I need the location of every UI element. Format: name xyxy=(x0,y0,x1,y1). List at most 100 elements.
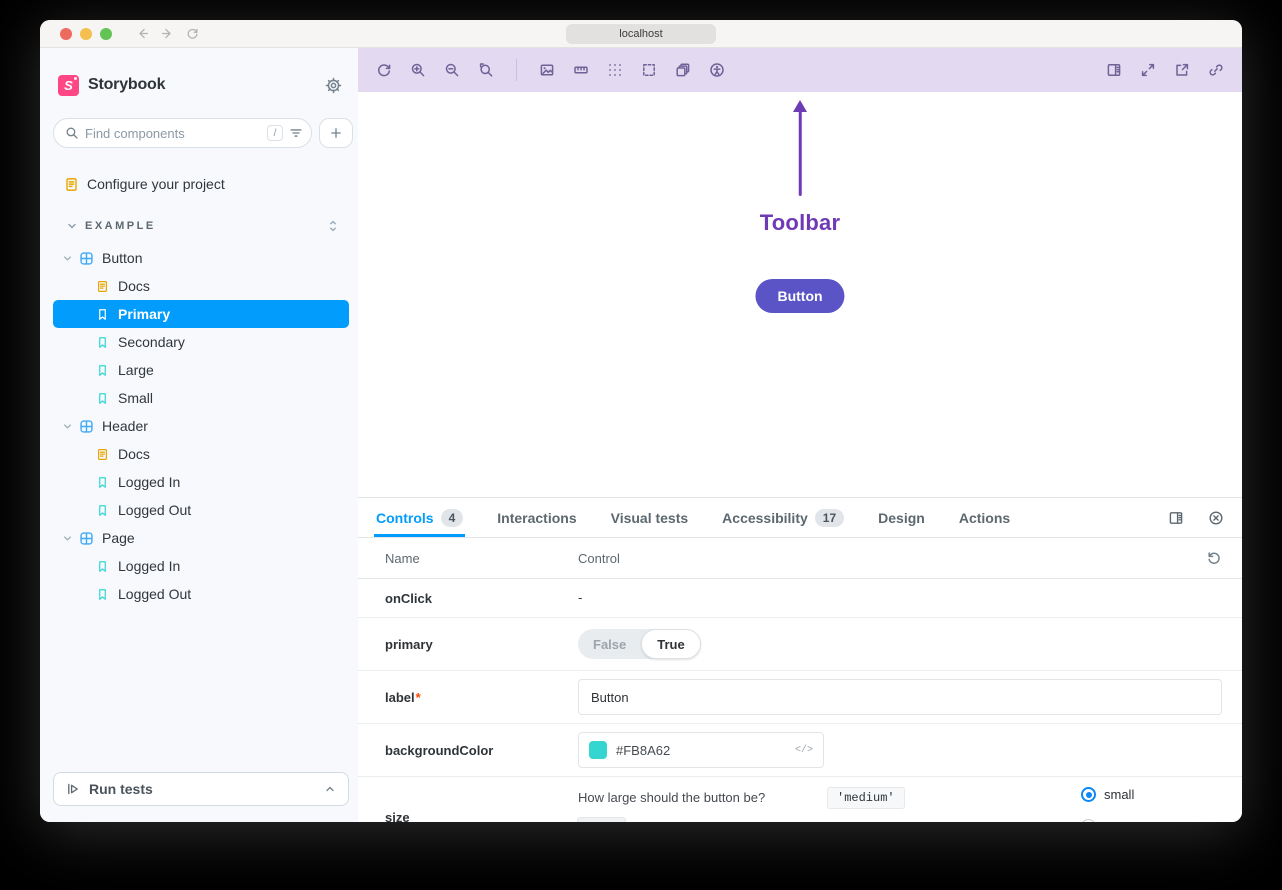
viewport-icon[interactable] xyxy=(671,58,695,82)
search-box[interactable]: / xyxy=(53,118,312,148)
plus-icon xyxy=(331,128,341,138)
sidebar-item-logged-in[interactable]: Logged In xyxy=(53,468,349,496)
zoom-window-button[interactable] xyxy=(100,27,112,40)
color-control[interactable]: #FB8A62 </> xyxy=(578,732,824,768)
background-icon[interactable] xyxy=(535,58,559,82)
reset-zoom-icon[interactable] xyxy=(474,58,498,82)
sidebar-item-primary[interactable]: Primary xyxy=(53,300,349,328)
section-label: EXAMPLE xyxy=(85,220,156,232)
sidebar-item-docs[interactable]: Docs xyxy=(53,272,349,300)
sidebar-item-label: Docs xyxy=(118,446,150,462)
run-tests-button[interactable]: Run tests xyxy=(53,772,349,806)
move-panel-icon[interactable] xyxy=(1164,506,1188,530)
outline-icon xyxy=(643,64,655,76)
undo-icon[interactable] xyxy=(1206,550,1222,566)
zoom-in-icon xyxy=(411,63,425,77)
arg-name: onClick xyxy=(385,590,432,606)
tab-design[interactable]: Design xyxy=(876,498,927,537)
control-row-size: size How large should the button be? 'medi… xyxy=(358,777,1242,822)
zoom-in-icon[interactable] xyxy=(406,58,430,82)
accessibility-icon[interactable] xyxy=(705,58,729,82)
sidebar-item-logged-in[interactable]: Logged In xyxy=(53,552,349,580)
type-chip-partial xyxy=(577,817,626,822)
raw-value-icon[interactable]: </> xyxy=(794,744,813,756)
create-story-button[interactable] xyxy=(319,118,353,148)
toggle-option-false[interactable]: False xyxy=(593,636,627,652)
bookmark-icon xyxy=(99,364,106,376)
boolean-toggle[interactable]: False True xyxy=(578,629,701,659)
open-new-tab-icon[interactable] xyxy=(1170,58,1194,82)
preview-button[interactable]: Button xyxy=(755,279,845,313)
zoom-out-icon[interactable] xyxy=(440,58,464,82)
tab-label: Actions xyxy=(958,509,1011,526)
color-swatch[interactable] xyxy=(589,741,607,759)
sidebar-item-logged-out[interactable]: Logged Out xyxy=(53,496,349,524)
control-row-onClick: onClick - xyxy=(358,579,1242,618)
arg-control-cell: #FB8A62 </> xyxy=(578,732,1222,768)
radio-option-small[interactable]: small xyxy=(1081,787,1134,802)
browser-window: localhost S Storybook / xyxy=(40,20,1242,822)
tab-actions[interactable]: Actions xyxy=(957,498,1012,537)
arg-name: size xyxy=(385,810,410,822)
refresh-icon[interactable] xyxy=(186,27,199,40)
close-window-button[interactable] xyxy=(60,27,72,40)
tab-interactions[interactable]: Interactions xyxy=(495,498,578,537)
expand-collapse-icon[interactable] xyxy=(327,219,339,233)
canvas-toolbar xyxy=(358,48,1242,92)
copy-link-icon[interactable] xyxy=(1204,58,1228,82)
toolbar-divider xyxy=(516,59,517,81)
remount-icon[interactable] xyxy=(372,58,396,82)
color-hex-value[interactable]: #FB8A62 xyxy=(616,742,671,758)
search-input[interactable] xyxy=(85,125,261,141)
sidebar-item-button[interactable]: Button xyxy=(53,244,349,272)
tab-label: Accessibility xyxy=(722,509,808,526)
tab-badge: 17 xyxy=(814,508,845,527)
tab-controls[interactable]: Controls 4 xyxy=(374,498,466,537)
measure-icon[interactable] xyxy=(569,58,593,82)
forward-icon[interactable] xyxy=(161,27,174,40)
minimize-window-button[interactable] xyxy=(80,27,92,40)
panel-toggle-icon[interactable] xyxy=(1102,58,1126,82)
tab-label: Interactions xyxy=(497,509,577,526)
sidebar-item-logged-out[interactable]: Logged Out xyxy=(53,580,349,608)
chevron-down-icon xyxy=(68,223,76,229)
sidebar-item-secondary[interactable]: Secondary xyxy=(53,328,349,356)
traffic-lights xyxy=(60,27,112,40)
sidebar-item-page[interactable]: Page xyxy=(53,524,349,552)
outline-icon[interactable] xyxy=(637,58,661,82)
sidebar-item-docs[interactable]: Docs xyxy=(53,440,349,468)
radio-label: small xyxy=(1104,787,1135,802)
grid-icon[interactable] xyxy=(603,58,627,82)
column-name: Name xyxy=(385,550,420,566)
section-header-example[interactable]: EXAMPLE xyxy=(53,212,349,240)
sidebar-item-small[interactable]: Small xyxy=(53,384,349,412)
control-row-label: label* xyxy=(358,671,1242,724)
sidebar-item-header[interactable]: Header xyxy=(53,412,349,440)
label-text-input[interactable] xyxy=(578,679,1222,715)
arg-name: label* xyxy=(385,689,421,705)
sidebar-item-large[interactable]: Large xyxy=(53,356,349,384)
close-panel-icon[interactable] xyxy=(1204,506,1228,530)
chevron-up-icon[interactable] xyxy=(324,783,336,795)
gear-icon[interactable] xyxy=(325,77,342,94)
measure-icon xyxy=(574,66,588,74)
arg-control-cell: - xyxy=(578,589,1222,607)
tab-visual-tests[interactable]: Visual tests xyxy=(609,498,691,537)
tab-accessibility[interactable]: Accessibility 17 xyxy=(720,498,846,537)
zoom-out-icon xyxy=(445,63,459,77)
sidebar-item-label: Button xyxy=(102,250,143,266)
component-icon xyxy=(80,251,93,265)
filter-icon[interactable] xyxy=(289,126,303,140)
sidebar-item-label: Header xyxy=(102,418,148,434)
fullscreen-icon[interactable] xyxy=(1136,58,1160,82)
sidebar-item-configure-your-project[interactable]: Configure your project xyxy=(53,170,349,198)
radio-icon[interactable] xyxy=(1081,787,1096,802)
back-icon[interactable] xyxy=(136,27,149,40)
main-area: Toolbar Button Controls 4 Interactions Visu… xyxy=(358,48,1242,822)
address-bar[interactable]: localhost xyxy=(566,24,716,44)
bookmark-icon xyxy=(99,476,106,488)
bookmark-icon xyxy=(99,336,106,348)
control-row-primary: primary False True xyxy=(358,618,1242,671)
toggle-option-true[interactable]: True xyxy=(641,629,701,659)
component-icon xyxy=(80,531,93,545)
